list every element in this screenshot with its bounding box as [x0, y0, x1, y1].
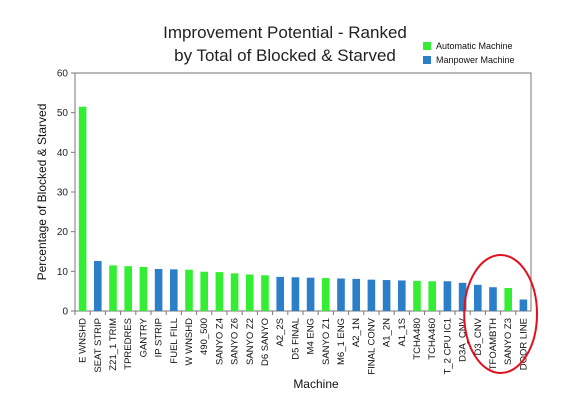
bar: [504, 287, 512, 311]
x-tick-label: SANYO Z3: [503, 318, 514, 365]
x-tick-label: FUEL FILL: [169, 318, 180, 364]
bar: [200, 271, 208, 311]
x-tick-label: A2_1N: [351, 318, 362, 347]
bar: [246, 274, 254, 311]
highlight-ellipse: [463, 254, 539, 374]
chart-title: Improvement Potential - Ranked by Total …: [163, 23, 407, 65]
y-tick-label: 20: [57, 227, 69, 238]
x-tick-label: FINAL CONV: [366, 317, 377, 374]
x-tick-label: SANYO Z2: [245, 318, 256, 365]
y-tick-label: 10: [57, 267, 69, 278]
legend-entry: Manpower Machine: [436, 55, 515, 65]
x-tick-label: A2_2S: [275, 318, 286, 347]
x-tick-label: D3A_CNV: [458, 317, 469, 361]
bar: [367, 279, 376, 311]
bar: [215, 272, 224, 311]
x-axis-label: Machine: [293, 377, 339, 391]
bar: [170, 269, 178, 311]
x-tick-label: T_2 CPU IC1: [442, 318, 453, 375]
x-tick-label: Z21_1 TRIM: [108, 318, 119, 371]
x-tick-label: M6_1 ENG: [336, 318, 347, 365]
bar: [124, 266, 132, 311]
bar: [276, 276, 284, 311]
y-tick-label: 0: [62, 307, 68, 318]
bar: [352, 278, 360, 311]
x-tick-label: 490_500: [199, 318, 210, 355]
x-tick-label: W WNSHD: [184, 318, 195, 366]
x-tick-label: D6 SANYO: [260, 318, 271, 366]
x-tick-label: SANYO Z4: [214, 318, 225, 365]
x-tick-label: TCHA460: [427, 318, 438, 360]
legend-swatch: [423, 42, 431, 50]
bar: [413, 280, 421, 311]
x-tick-label: A1_2N: [382, 318, 393, 347]
y-tick-label: 60: [57, 69, 69, 80]
bar: [306, 277, 315, 311]
bar: [337, 278, 345, 311]
x-tick-label: D5 FINAL: [290, 318, 301, 360]
x-tick-label: E WNSHD: [78, 318, 89, 363]
x-tick-label: GANTRY: [138, 317, 149, 357]
chart-title-line-2: by Total of Blocked & Starved: [174, 46, 396, 65]
x-tick-label: SANYO Z1: [321, 318, 332, 365]
bar: [78, 106, 87, 311]
bar: [261, 275, 269, 311]
bar: [185, 269, 193, 311]
x-tick-label: M4 ENG: [306, 318, 317, 354]
x-tick-label: TPREDRES: [123, 318, 134, 370]
bar: [109, 265, 117, 311]
bar: [322, 278, 330, 311]
bar: [382, 280, 391, 311]
legend-swatch: [423, 56, 431, 64]
bar: [443, 281, 452, 311]
bar: [428, 281, 436, 311]
x-tick-label: SANYO Z6: [230, 318, 241, 365]
highlight-annotation: [463, 254, 539, 374]
x-tick-label: TFOAMBTH: [488, 318, 499, 370]
y-tick-label: 30: [57, 188, 69, 199]
bar: [154, 268, 163, 311]
x-tick-label: TCHA480: [412, 318, 423, 360]
y-tick-label: 40: [57, 148, 69, 159]
bar: [474, 284, 482, 311]
x-tick-label: DOOR LINE: [518, 318, 529, 370]
chart-title-line-1: Improvement Potential - Ranked: [163, 23, 407, 42]
x-tick-label: D3_CNV: [473, 317, 484, 355]
bar: [230, 273, 239, 311]
bar: [458, 282, 467, 311]
legend-entry: Automatic Machine: [436, 41, 513, 51]
bar: [489, 287, 497, 311]
x-tick-label: SEAT STRIP: [93, 318, 104, 373]
x-tick-label: IP STRIP: [154, 318, 165, 357]
x-tick-label: A1_1S: [397, 318, 408, 347]
bar: [398, 280, 406, 311]
y-tick-label: 50: [57, 108, 69, 119]
bar: [291, 277, 300, 311]
bar: [94, 261, 102, 311]
legend: Automatic Machine Manpower Machine: [423, 41, 515, 65]
bar: [519, 299, 528, 311]
bar: [139, 266, 148, 311]
plot-area: 0 10 20 30 40 50 60 E WNSHD SEAT STRIP Z21_1 TRIM…: [57, 69, 532, 375]
y-axis-label: Percentage of Blocked & Starved: [35, 104, 49, 281]
